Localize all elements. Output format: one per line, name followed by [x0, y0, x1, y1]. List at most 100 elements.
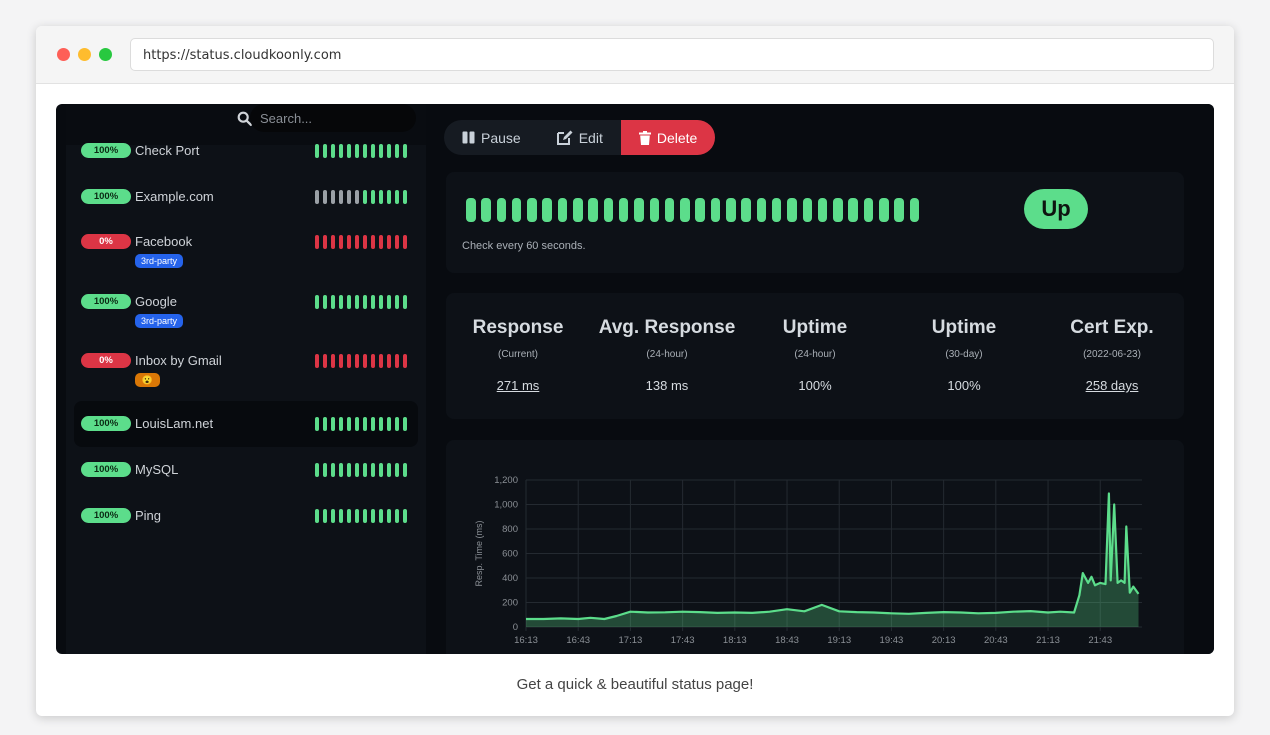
y-tick-label: 1,000 [494, 500, 518, 511]
x-tick-label: 17:13 [619, 635, 643, 646]
heartbeat-beat [355, 235, 359, 249]
stat-block: Response (Current) 271 ms [443, 317, 593, 393]
address-bar[interactable]: https://status.cloudkoonly.com [130, 38, 1214, 71]
heartbeat-beat [395, 509, 399, 523]
x-tick-label: 19:43 [880, 635, 904, 646]
uptime-badge: 0% [81, 353, 131, 368]
monitor-item[interactable]: 0% Inbox by Gmail 😮 [74, 340, 418, 387]
heartbeat-beat [387, 235, 391, 249]
pause-button[interactable]: Pause [444, 120, 539, 155]
heartbeat-beat [323, 463, 327, 477]
heartbeat-beat [323, 295, 327, 309]
y-tick-label: 600 [502, 549, 518, 560]
stat-title: Uptime [931, 317, 997, 338]
heartbeat-beat [363, 463, 367, 477]
stat-value: 138 ms [645, 378, 689, 393]
heartbeat-beat [371, 190, 375, 204]
search-bar [66, 104, 426, 145]
heartbeat-beat [741, 198, 751, 222]
response-time-line [526, 492, 1140, 621]
heartbeat-beat [395, 295, 399, 309]
heartbeat-beat [363, 235, 367, 249]
heartbeat-beat [339, 190, 343, 204]
heartbeat-beat [347, 417, 351, 431]
heartbeat-beat [379, 463, 383, 477]
heartbeat-beat [331, 354, 335, 368]
heartbeat-beat [331, 144, 335, 158]
x-tick-label: 18:43 [775, 635, 799, 646]
stats-card: Response (Current) 271 ms Avg. Response (24-… [446, 293, 1184, 419]
maximize-window-button[interactable] [99, 48, 112, 61]
edit-icon [556, 130, 573, 145]
heartbeat-beat [403, 463, 407, 477]
heartbeat-beat [331, 417, 335, 431]
y-tick-label: 0 [513, 622, 518, 633]
delete-button[interactable]: Delete [620, 120, 716, 155]
stat-subtitle: (24-hour) [646, 349, 688, 360]
heartbeat-beat [395, 144, 399, 158]
monitor-tag: 3rd-party [135, 254, 184, 268]
edit-button[interactable]: Edit [539, 120, 621, 155]
monitor-name: Check Port [135, 143, 200, 158]
heartbeat-mini-bar [315, 144, 407, 158]
monitor-item[interactable]: 0% Facebook 3rd-party [74, 221, 418, 268]
monitor-item[interactable]: 100% Ping [74, 493, 418, 539]
heartbeat-beat [403, 417, 407, 431]
heartbeat-beat [879, 198, 889, 222]
close-window-button[interactable] [57, 48, 70, 61]
heartbeat-beat [323, 354, 327, 368]
stat-subtitle: (24-hour) [794, 349, 836, 360]
search-input[interactable] [250, 104, 416, 132]
x-tick-label: 16:43 [566, 635, 590, 646]
heartbeat-beat [634, 198, 644, 222]
x-tick-label: 20:43 [984, 635, 1008, 646]
heartbeat-beat [403, 235, 407, 249]
heartbeat-beat [387, 354, 391, 368]
heartbeat-beat [387, 417, 391, 431]
page-caption: Get a quick & beautiful status page! [516, 676, 754, 693]
heartbeat-beat [618, 198, 629, 222]
uptime-badge: 100% [81, 143, 131, 158]
heartbeat-beat [379, 295, 383, 309]
heartbeat-beat [466, 198, 476, 222]
x-tick-label: 21:13 [1036, 635, 1060, 646]
response-time-chart-card: 0 200 400 600 800 1,000 1,200 16:13 16:43 17:13 17… [446, 440, 1184, 654]
heartbeat-beat [363, 144, 367, 158]
stat-block: Uptime (30-day) 100% [889, 317, 1039, 393]
stat-value[interactable]: 271 ms [496, 378, 540, 393]
heartbeat-beat [379, 417, 383, 431]
y-tick-label: 200 [502, 598, 518, 609]
search-icon [237, 111, 253, 127]
response-time-chart: 0 200 400 600 800 1,000 1,200 16:13 16:43 17:13 17… [474, 475, 1142, 646]
heartbeat-beat [339, 295, 343, 309]
monitor-tag: 3rd-party [135, 314, 184, 328]
monitor-item[interactable]: 100% Example.com [74, 174, 418, 220]
x-tick-label: 16:13 [514, 635, 538, 646]
heartbeat-beat [363, 295, 367, 309]
heartbeat-mini-bar [315, 190, 407, 204]
monitor-item[interactable]: 100% Google 3rd-party [74, 281, 418, 328]
stat-value[interactable]: 258 days [1085, 378, 1139, 393]
trash-icon [638, 130, 651, 145]
stat-title: Uptime [782, 317, 848, 338]
heartbeat-mini-bar [315, 463, 407, 477]
monitor-item[interactable]: 100% LouisLam.net [74, 401, 418, 447]
heartbeat-beat [379, 144, 383, 158]
heartbeat-beat [331, 190, 335, 204]
heartbeat-beat [756, 198, 767, 222]
pause-label: Pause [481, 129, 521, 146]
uptime-badge: 100% [81, 462, 131, 477]
minimize-window-button[interactable] [78, 48, 91, 61]
heartbeat-beat [355, 144, 359, 158]
heartbeat-beat [395, 235, 399, 249]
heartbeat-beat [347, 190, 351, 204]
stat-value: 100% [947, 378, 981, 393]
check-interval-text: Check every 60 seconds. [462, 240, 586, 252]
heartbeat-beat [894, 198, 904, 222]
heartbeat-beat [695, 198, 705, 222]
monitor-item[interactable]: 100% Check Port [74, 128, 418, 174]
x-tick-label: 20:13 [932, 635, 956, 646]
monitor-item[interactable]: 100% MySQL [74, 447, 418, 493]
monitor-name: Google [135, 294, 177, 309]
heartbeat-beat [371, 354, 375, 368]
